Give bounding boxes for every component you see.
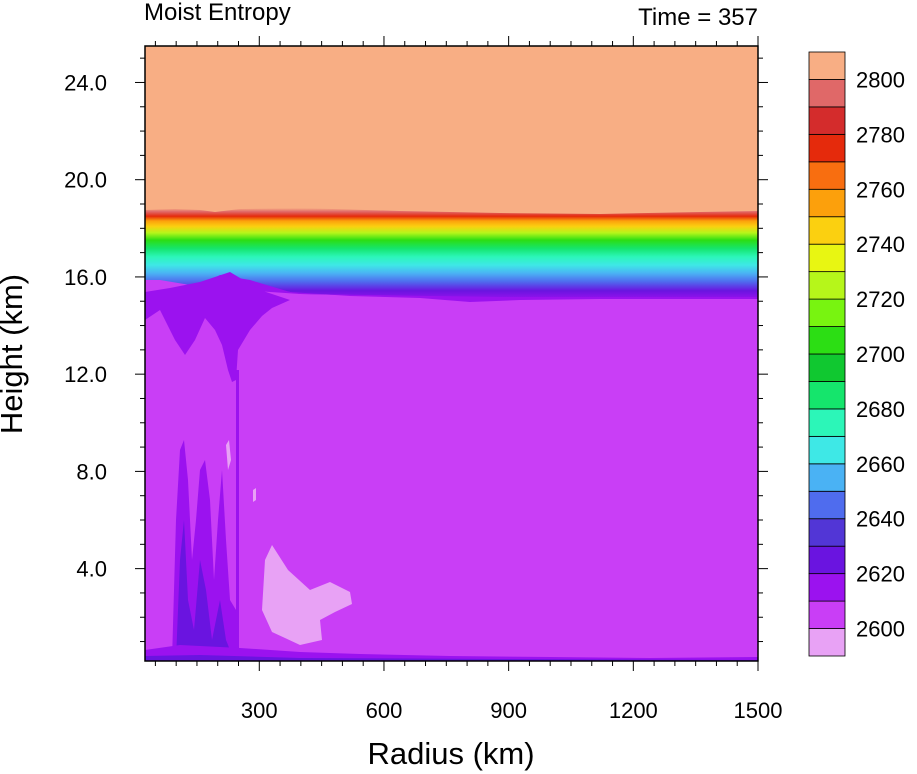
colorbar-swatch [808,628,846,657]
colorbar-label: 2620 [856,562,905,587]
inner-core-plumes-dark [176,520,234,660]
colorbar-label: 2760 [856,177,905,202]
eyewall-column [236,370,239,660]
plot-frame [144,45,759,662]
colorbar-swatch [808,271,846,300]
y-tick-label: 12.0 [64,362,107,387]
colorbar-swatch [808,518,846,547]
contour-fields [145,46,758,661]
x-axis-ticks: 300 600 900 1200 1500 [154,36,783,723]
colorbar-swatch [808,573,846,602]
colorbar-label: 2700 [856,342,905,367]
colorbar-swatch [808,188,846,218]
x-tick-label: 600 [366,698,403,723]
colorbar-label: 2680 [856,397,905,422]
chart-title-left: Moist Entropy [144,0,291,26]
colorbar-swatch [808,408,846,437]
chart-title-right: Time = 357 [638,4,758,31]
surface-layer [145,645,758,661]
low-entropy-speck [253,488,256,502]
x-tick-label: 1200 [609,698,658,723]
colorbar-label: 2800 [856,67,905,92]
y-axis-label: Height (km) [0,274,29,434]
low-entropy-speck [226,440,231,470]
colorbar-label: 2740 [856,232,905,257]
colorbar-swatch [808,545,846,575]
y-axis-ticks: 4.0 8.0 12.0 16.0 20.0 24.0 [64,57,768,643]
colorbar-swatch [808,298,846,327]
surface-layer-dark [145,655,758,661]
x-tick-label: 1500 [734,698,783,723]
low-entropy-patch [262,545,352,645]
colorbar-swatch [808,600,846,629]
core-dark-plume [145,272,290,382]
y-tick-label: 4.0 [76,557,107,582]
x-tick-label: 300 [241,698,278,723]
upper-trop-dark [145,275,758,302]
colorbar-swatch [808,435,846,465]
y-tick-label: 24.0 [64,70,107,95]
x-axis-label: Radius (km) [367,736,534,771]
colorbar-swatch [808,51,846,80]
colorbar-label: 2640 [856,507,905,532]
colorbar-label: 2780 [856,122,905,147]
colorbar-label: 2600 [856,617,905,642]
colorbar: 2600 2620 2640 2660 2680 2700 2720 2740 2760 2780… [808,51,905,657]
colorbar-swatch [808,216,846,245]
y-tick-label: 8.0 [76,459,107,484]
colorbar-swatch [808,381,846,410]
colorbar-label: 2660 [856,452,905,477]
colorbar-swatch [808,243,846,273]
colorbar-swatch [808,490,846,520]
colorbar-swatch [808,353,846,382]
colorbar-swatch [808,79,846,108]
colorbar-swatch [808,326,846,355]
y-tick-label: 16.0 [64,265,107,290]
colorbar-swatch [808,106,846,135]
tropopause-band [145,208,758,300]
colorbar-swatch [808,133,846,163]
y-tick-label: 20.0 [64,168,107,193]
colorbar-label: 2720 [856,287,905,312]
colorbar-swatch [808,161,846,190]
colorbar-swatch [808,463,846,492]
x-tick-label: 900 [490,698,527,723]
stratosphere-field [145,46,758,214]
